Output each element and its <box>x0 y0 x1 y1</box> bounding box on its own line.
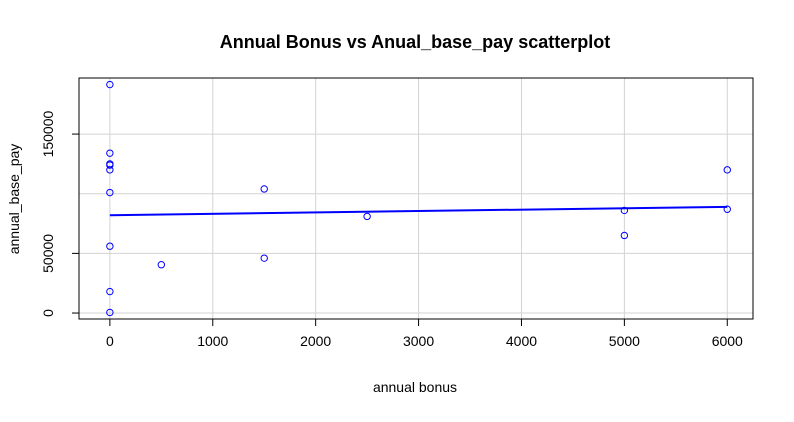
x-tick-label: 6000 <box>712 333 743 349</box>
data-point <box>620 206 629 215</box>
x-axis: 0 1000 2000 3000 4000 5000 6000 <box>106 318 743 349</box>
data-point <box>620 231 629 240</box>
x-tick-label: 1000 <box>197 333 228 349</box>
data-point <box>106 308 114 317</box>
data-point <box>106 188 114 197</box>
chart-title: Annual Bonus vs Anual_base_pay scatterpl… <box>220 32 610 52</box>
x-tick-label: 4000 <box>506 333 537 349</box>
x-axis-label: annual bonus <box>373 379 457 395</box>
data-point <box>106 161 114 169</box>
data-point <box>106 242 114 250</box>
data-point <box>157 261 166 269</box>
y-tick-label: 0 <box>40 309 56 317</box>
y-tick-label: 150000 <box>40 111 56 158</box>
x-tick-label: 0 <box>106 333 114 349</box>
y-tick-label: 50000 <box>40 234 56 273</box>
data-point <box>106 287 114 296</box>
data-point <box>106 149 114 157</box>
data-point <box>106 80 114 89</box>
data-point <box>363 212 371 221</box>
x-tick-label: 2000 <box>300 333 331 349</box>
regression-line <box>109 205 728 217</box>
grid-lines <box>79 78 753 319</box>
data-point <box>723 166 731 174</box>
data-point <box>260 254 268 262</box>
data-point <box>106 166 114 174</box>
data-point <box>723 205 731 213</box>
data-points <box>106 80 731 317</box>
x-tick-label: 5000 <box>609 333 640 349</box>
data-point <box>260 185 268 193</box>
y-axis-label: annual_base_pay <box>6 144 22 255</box>
plot-frame <box>78 77 754 320</box>
y-axis: 0 50000 150000 <box>40 111 80 317</box>
x-tick-label: 3000 <box>403 333 434 349</box>
